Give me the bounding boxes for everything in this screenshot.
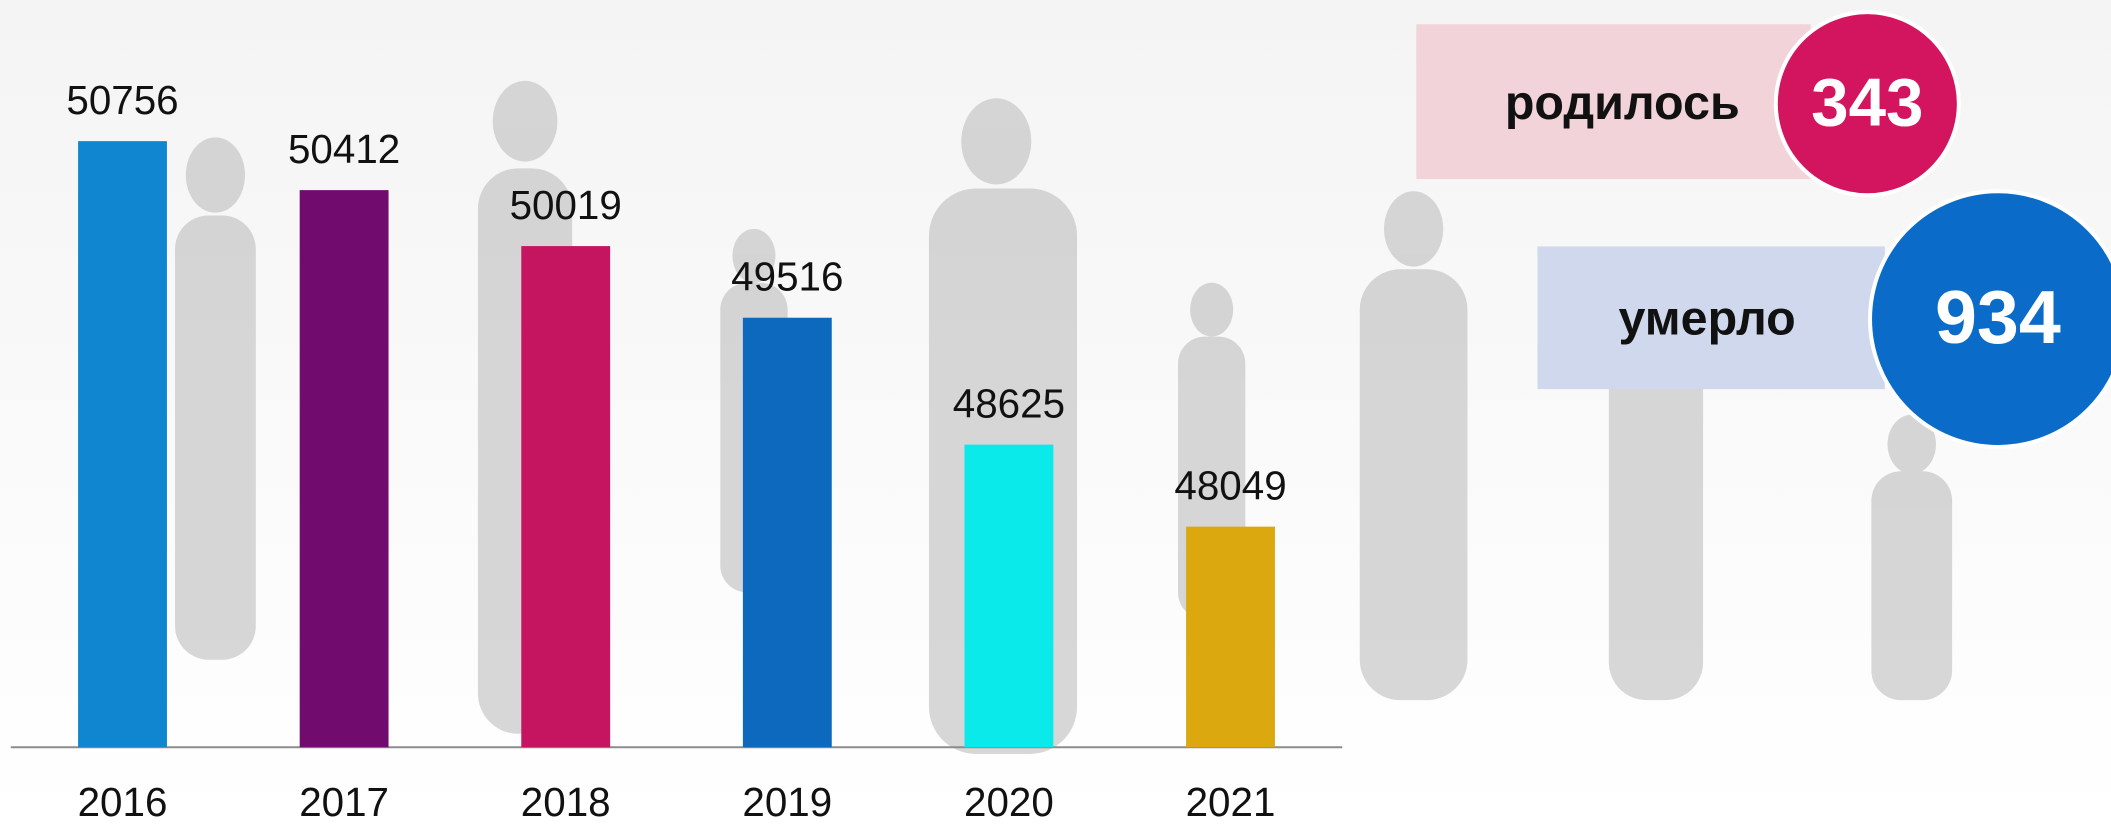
stat-box	[1537, 246, 1885, 390]
stat-circle	[1868, 189, 2111, 449]
bar	[521, 246, 611, 748]
bar	[964, 444, 1054, 748]
value-label: 50019	[510, 182, 622, 228]
x-tick-label: 2019	[742, 779, 832, 824]
stat-label: умерло	[1618, 292, 1795, 346]
value-label: 50412	[288, 126, 400, 172]
value-label: 48049	[1174, 463, 1286, 509]
x-tick-label: 2018	[521, 779, 611, 824]
x-tick-label: 2021	[1186, 779, 1276, 824]
x-tick-label: 2020	[964, 779, 1054, 824]
stat-circle	[1773, 10, 1961, 198]
stat-value: 934	[1935, 275, 2061, 359]
stat-box	[1416, 24, 1811, 180]
bar	[1186, 526, 1275, 748]
value-label: 48625	[953, 381, 1065, 427]
bar	[78, 141, 167, 748]
stat-label: родилось	[1505, 76, 1740, 130]
bar	[742, 317, 832, 748]
bar	[299, 190, 389, 748]
value-label: 50756	[66, 77, 178, 123]
value-label: 49516	[731, 254, 843, 300]
x-tick-label: 2016	[78, 779, 168, 824]
stat-value: 343	[1811, 66, 1923, 141]
x-tick-label: 2017	[299, 779, 389, 824]
